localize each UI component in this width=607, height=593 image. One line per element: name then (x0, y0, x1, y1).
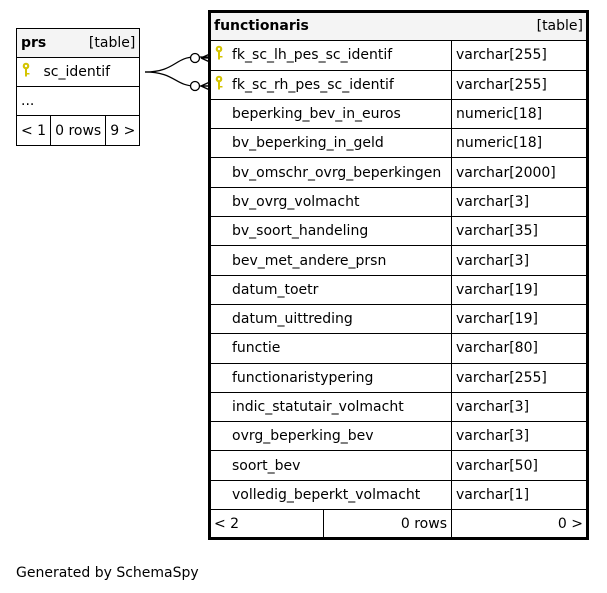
column-type: varchar[35] (451, 216, 588, 247)
column-name: bev_met_andere_prsn (232, 252, 387, 269)
table-footer: < 2 0 rows 0 > (209, 509, 588, 540)
table-functionaris[interactable]: functionaris [table] fk_sc_lh_pes_sc_ide… (208, 9, 589, 541)
row-count: 0 rows (323, 509, 452, 540)
column-row[interactable]: datum_uittreding varchar[19] (209, 303, 588, 335)
column-name: bv_ovrg_volmacht (232, 193, 360, 210)
column-name: fk_sc_rh_pes_sc_identif (232, 76, 394, 93)
column-name: datum_uittreding (232, 311, 353, 328)
relationship-line-rh (144, 71, 212, 87)
column-row[interactable]: beperking_bev_in_euros numeric[18] (209, 98, 588, 130)
column-type: varchar[2000] (451, 157, 588, 188)
column-type: varchar[50] (451, 450, 588, 481)
column-row[interactable]: bev_met_andere_prsn varchar[3] (209, 245, 588, 276)
column-type: varchar[3] (451, 391, 588, 423)
column-name: indic_statutair_volmacht (232, 399, 404, 415)
column-type: varchar[19] (451, 274, 588, 305)
column-name: sc_identif (43, 64, 111, 80)
column-row[interactable]: bv_soort_handeling varchar[35] (209, 216, 588, 247)
relationship-line-lh (144, 56, 212, 73)
column-type: numeric[18] (451, 128, 588, 159)
row-count: 0 rows (50, 116, 107, 145)
table-name: functionaris (214, 18, 309, 35)
column-row[interactable]: functie varchar[80] (209, 333, 588, 364)
column-type: varchar[19] (451, 303, 588, 335)
column-row[interactable]: bv_ovrg_volmacht varchar[3] (209, 186, 588, 218)
column-type: varchar[3] (451, 421, 588, 452)
column-type: varchar[255] (451, 362, 588, 393)
column-type: numeric[18] (451, 98, 588, 130)
column-row[interactable]: sc_identif (15, 57, 141, 87)
table-footer: < 1 0 rows 9 > (15, 115, 141, 146)
column-name: bv_omschr_ovrg_beperkingen (232, 164, 442, 181)
column-name: bv_soort_handeling (232, 223, 369, 240)
foreign-key-icon (214, 75, 228, 95)
parents-count[interactable]: < 1 (17, 116, 52, 145)
column-type: varchar[3] (451, 186, 588, 218)
column-type: varchar[255] (451, 40, 588, 71)
column-type: varchar[255] (451, 69, 588, 100)
table-name: prs (21, 35, 47, 51)
primary-key-icon (21, 62, 35, 82)
zero-or-many-marker-rh (189, 80, 201, 92)
column-name: functionaristypering (232, 369, 374, 386)
column-row[interactable]: indic_statutair_volmacht varchar[3] (209, 391, 588, 423)
column-row[interactable]: datum_toetr varchar[19] (209, 274, 588, 305)
column-row[interactable]: soort_bev varchar[50] (209, 450, 588, 481)
table-type-label: [table] (536, 18, 583, 35)
table-type-label: [table] (88, 35, 136, 51)
ellipsis-row: ... (15, 86, 141, 116)
table-header: functionaris [table] (209, 10, 588, 42)
column-row[interactable]: fk_sc_rh_pes_sc_identif varchar[255] (209, 69, 588, 100)
column-type: varchar[3] (451, 245, 588, 276)
more-columns-ellipsis: ... (15, 86, 141, 116)
zero-or-many-marker-lh (189, 52, 201, 64)
column-name: fk_sc_lh_pes_sc_identif (232, 47, 393, 64)
column-name: beperking_bev_in_euros (232, 106, 401, 123)
column-name: datum_toetr (232, 281, 319, 298)
column-type: varchar[1] (451, 479, 588, 511)
column-name: ovrg_beperking_bev (232, 428, 374, 445)
column-row[interactable]: bv_beperking_in_geld numeric[18] (209, 128, 588, 159)
column-name: soort_bev (232, 457, 301, 474)
table-prs[interactable]: prs [table] sc_identif ... < 1 0 rows 9 … (15, 28, 141, 146)
children-count[interactable]: 0 > (451, 509, 588, 540)
column-row[interactable]: volledig_beperkt_volmacht varchar[1] (209, 479, 588, 511)
column-name: volledig_beperkt_volmacht (232, 486, 421, 503)
generated-by-footer: Generated by SchemaSpy (16, 565, 199, 581)
column-row[interactable]: bv_omschr_ovrg_beperkingen varchar[2000] (209, 157, 588, 188)
column-name: functie (232, 340, 281, 357)
column-row[interactable]: ovrg_beperking_bev varchar[3] (209, 421, 588, 452)
column-name: bv_beperking_in_geld (232, 135, 384, 152)
parents-count[interactable]: < 2 (209, 509, 324, 540)
children-count[interactable]: 9 > (110, 122, 136, 139)
column-row[interactable]: functionaristypering varchar[255] (209, 362, 588, 393)
column-row[interactable]: fk_sc_lh_pes_sc_identif varchar[255] (209, 40, 588, 71)
column-type: varchar[80] (451, 333, 588, 364)
table-header: prs [table] (15, 28, 141, 58)
foreign-key-icon (214, 45, 228, 65)
